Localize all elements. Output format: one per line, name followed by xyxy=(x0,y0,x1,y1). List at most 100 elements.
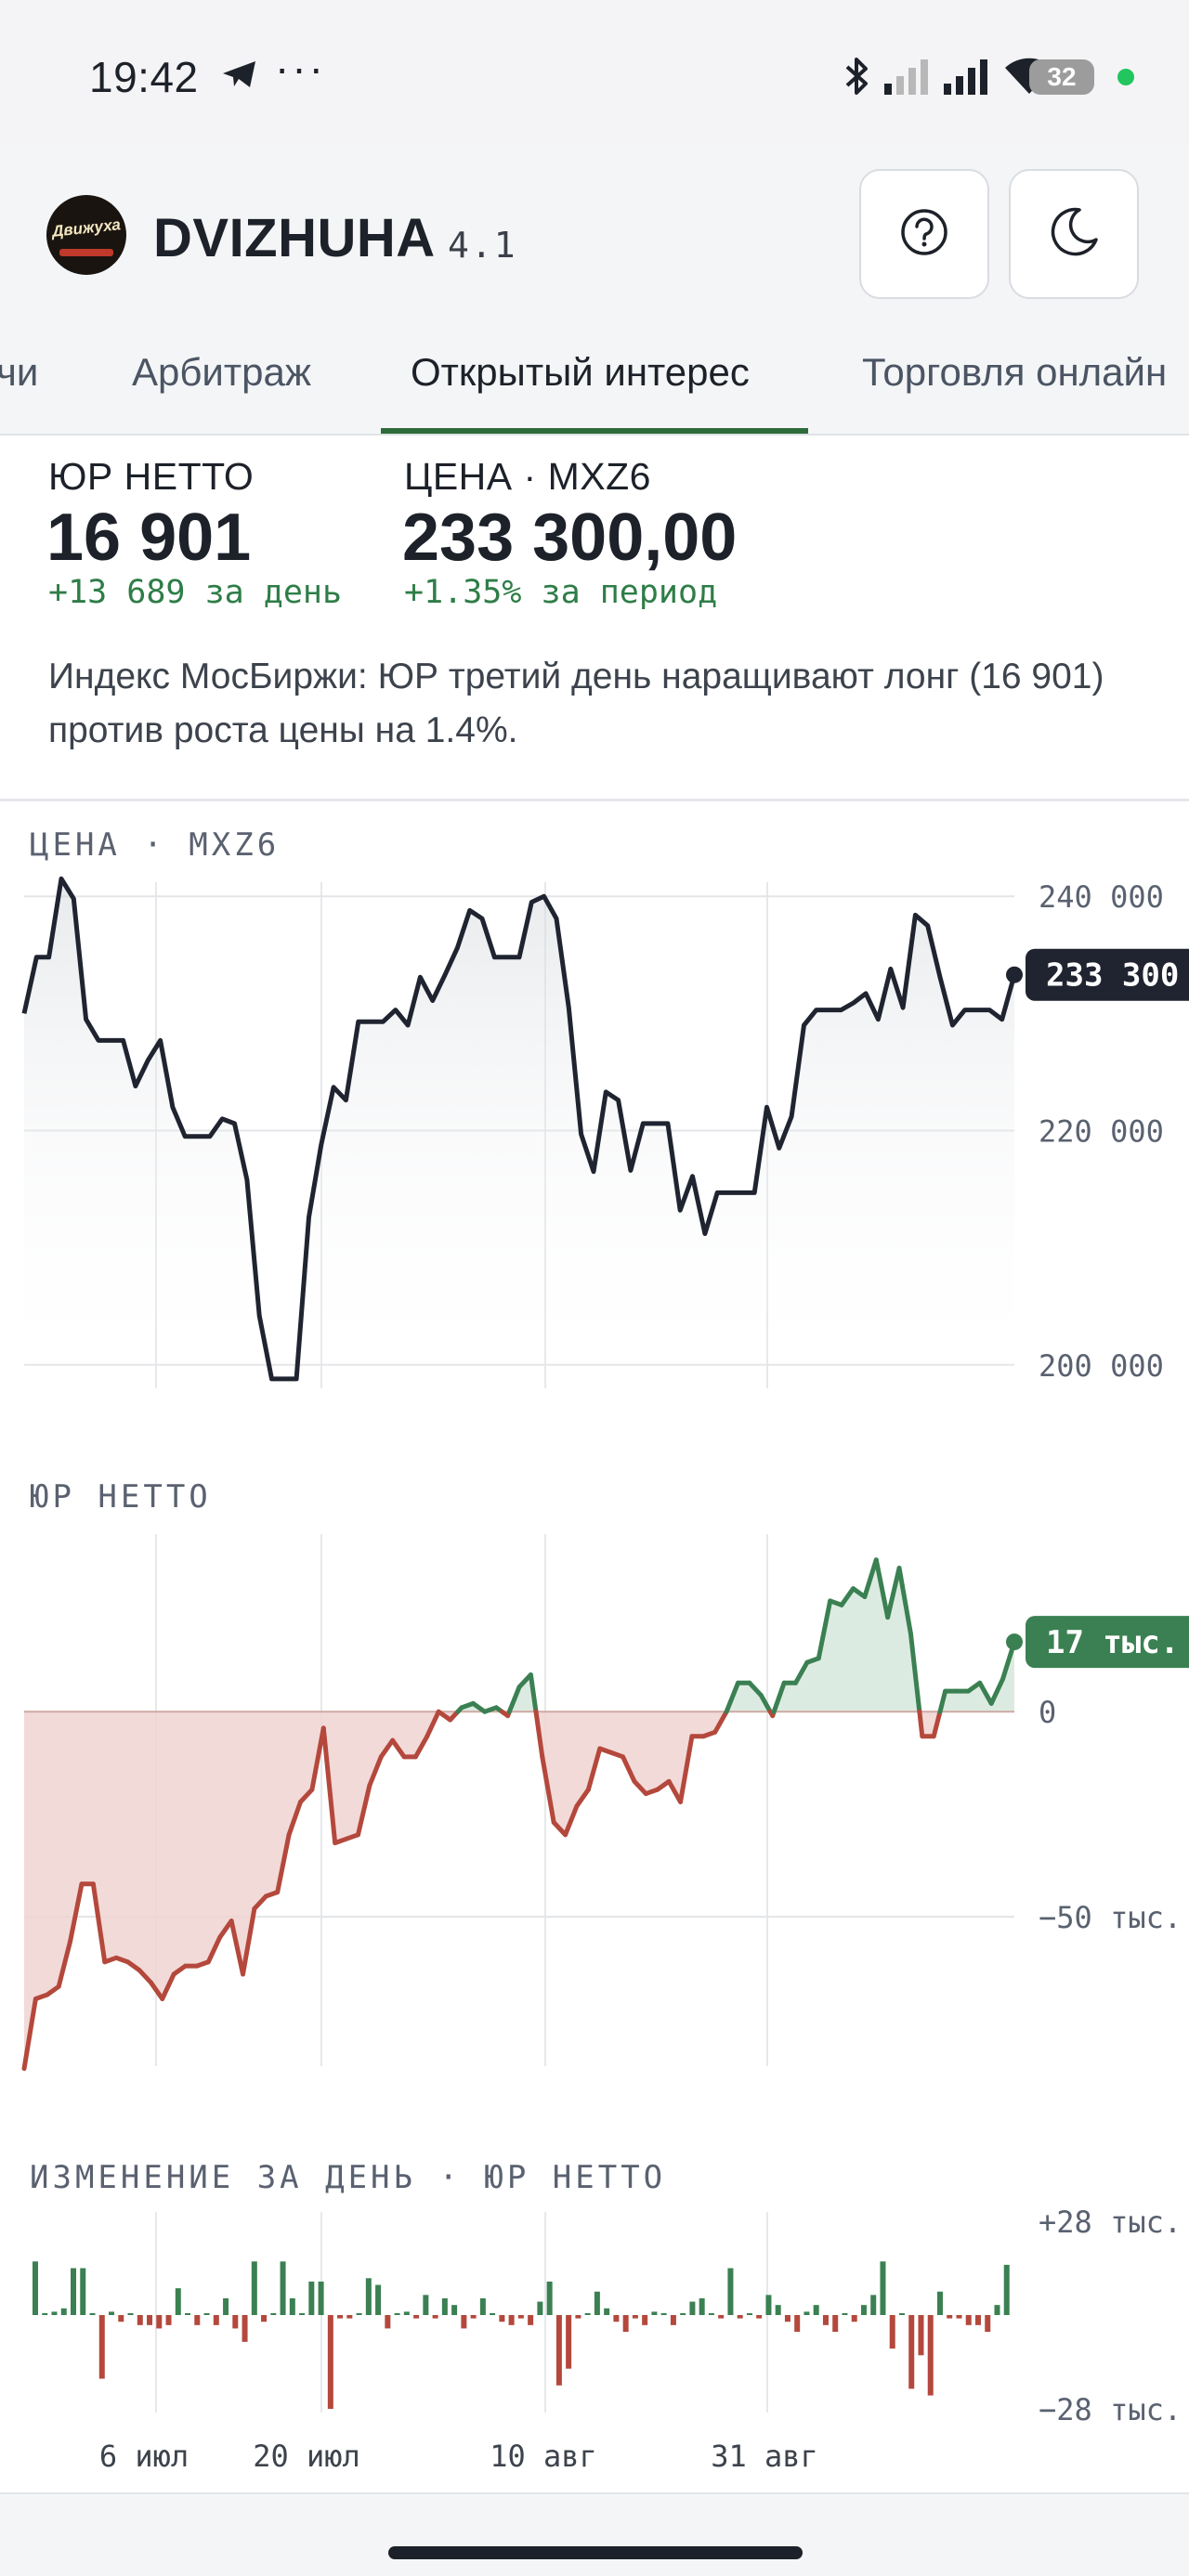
net-line-segment xyxy=(205,1934,223,1965)
daily-bar xyxy=(775,2305,781,2315)
daily-bar xyxy=(794,2315,801,2333)
daily-bar xyxy=(555,2315,562,2386)
net-last-value-label-bg xyxy=(1026,1616,1189,1669)
net-line-segment xyxy=(792,1659,810,1685)
daily-bar xyxy=(613,2315,620,2322)
net-line-segment xyxy=(965,1680,983,1694)
net-line-segment xyxy=(412,1734,430,1760)
net-line-segment xyxy=(355,1783,372,1838)
daily-bar xyxy=(680,2313,686,2315)
net-line-segment xyxy=(275,1832,292,1895)
daily-bar xyxy=(242,2315,248,2342)
daily-bar xyxy=(822,2315,829,2325)
daily-bar xyxy=(584,2313,591,2315)
daily-bar xyxy=(337,2315,344,2319)
price-chart[interactable]: 240 000 220 000 200 000 233 300 xyxy=(0,873,1189,1402)
tab-prev[interactable]: чи xyxy=(0,350,39,394)
net-line-segment xyxy=(241,1906,257,1977)
daily-bar xyxy=(42,2313,48,2315)
net-line-segment xyxy=(585,1746,603,1792)
price-area xyxy=(24,878,1014,1388)
price-y-tick: 200 000 xyxy=(1039,1348,1164,1384)
daily-bar xyxy=(727,2268,734,2315)
daily-bar xyxy=(470,2315,477,2319)
net-line-segment xyxy=(747,1680,764,1698)
daily-bar xyxy=(708,2313,714,2315)
daily-bar xyxy=(660,2313,667,2315)
tab-open-interest[interactable]: Открытый интерес xyxy=(411,350,750,394)
net-line-segment xyxy=(839,1586,856,1607)
daily-bar xyxy=(318,2281,324,2315)
net-position-chart[interactable]: 0 −50 тыс. 17 тыс. xyxy=(0,1523,1189,2080)
price-last-value-label-dot xyxy=(1006,966,1023,983)
daily-bar xyxy=(517,2315,524,2319)
daily-bar xyxy=(109,2311,115,2315)
daily-bar xyxy=(870,2295,877,2315)
net-label: ЮР НЕТТО xyxy=(48,455,255,498)
daily-bar xyxy=(280,2261,286,2315)
daily-bar xyxy=(898,2313,905,2315)
daily-bar xyxy=(289,2297,295,2315)
daily-bar xyxy=(175,2288,181,2315)
daily-bar xyxy=(232,2315,239,2329)
app-name: DVIZHUHA xyxy=(153,208,436,268)
tab-bar: чи Арбитраж Открытый интерес Торговля он… xyxy=(0,330,1189,436)
daily-bar xyxy=(346,2315,353,2319)
net-line-segment xyxy=(217,1919,234,1940)
help-button[interactable] xyxy=(859,169,989,299)
net-area-pos xyxy=(24,1559,1014,1712)
daily-bar xyxy=(365,2278,372,2315)
daily-bar xyxy=(765,2295,772,2315)
net-line-segment xyxy=(563,1803,580,1838)
price-last-value-label-bg xyxy=(1026,948,1189,1001)
net-line-segment xyxy=(436,1709,453,1723)
daily-bar xyxy=(622,2315,629,2333)
price-chart-title: ЦЕНА · MXZ6 xyxy=(30,826,281,864)
daily-y-tick: +28 тыс. xyxy=(1039,2205,1182,2240)
daily-bar xyxy=(642,2315,648,2325)
daily-bar xyxy=(1003,2264,1010,2315)
net-line-segment xyxy=(367,1754,384,1789)
daily-bar xyxy=(213,2315,219,2325)
daily-bar xyxy=(308,2281,315,2315)
net-line-segment xyxy=(506,1685,522,1714)
net-line-segment xyxy=(621,1754,637,1784)
daily-bar xyxy=(156,2315,163,2329)
daily-bar xyxy=(127,2313,134,2315)
net-line-segment xyxy=(666,1778,684,1804)
daily-bar xyxy=(479,2297,486,2315)
net-line-segment xyxy=(632,1778,648,1797)
daily-bar xyxy=(432,2315,438,2319)
net-line-segment xyxy=(171,1963,189,1977)
net-y-tick: −50 тыс. xyxy=(1039,1900,1182,1935)
daily-bar xyxy=(413,2315,420,2319)
daily-bar xyxy=(936,2291,943,2315)
daily-bar xyxy=(756,2315,763,2319)
daily-change-chart[interactable]: +28 тыс. −28 тыс. 6 июл 20 июл 10 авг 31 авг xyxy=(0,2201,1189,2479)
net-line-segment xyxy=(533,1709,545,1760)
daily-bar xyxy=(974,2315,981,2325)
daily-bar xyxy=(880,2261,886,2315)
daily-bar xyxy=(385,2315,391,2329)
tab-arbitrage[interactable]: Арбитраж xyxy=(132,350,311,394)
tab-online-trading[interactable]: Торговля онлайн xyxy=(862,350,1168,394)
daily-bar xyxy=(632,2315,638,2319)
net-line-segment xyxy=(160,1971,176,2001)
daily-bar xyxy=(908,2315,915,2389)
section-divider xyxy=(0,799,1189,801)
price-value: 233 300,00 xyxy=(402,501,738,575)
daily-bar xyxy=(804,2311,810,2315)
battery-icon: 32 xyxy=(1029,59,1094,95)
daily-bar xyxy=(137,2315,143,2325)
daily-bar xyxy=(60,2308,67,2315)
net-line-segment xyxy=(758,1693,773,1714)
home-indicator[interactable] xyxy=(388,2546,803,2559)
net-last-value-label: 17 тыс. xyxy=(1046,1624,1179,1661)
theme-toggle-button[interactable] xyxy=(1009,169,1139,299)
daily-bar xyxy=(423,2295,429,2315)
app-logo: Движуха xyxy=(46,195,126,275)
net-line-segment xyxy=(252,1893,268,1911)
daily-bar xyxy=(594,2291,600,2315)
daily-bar xyxy=(860,2305,867,2315)
daily-bar xyxy=(575,2315,581,2319)
